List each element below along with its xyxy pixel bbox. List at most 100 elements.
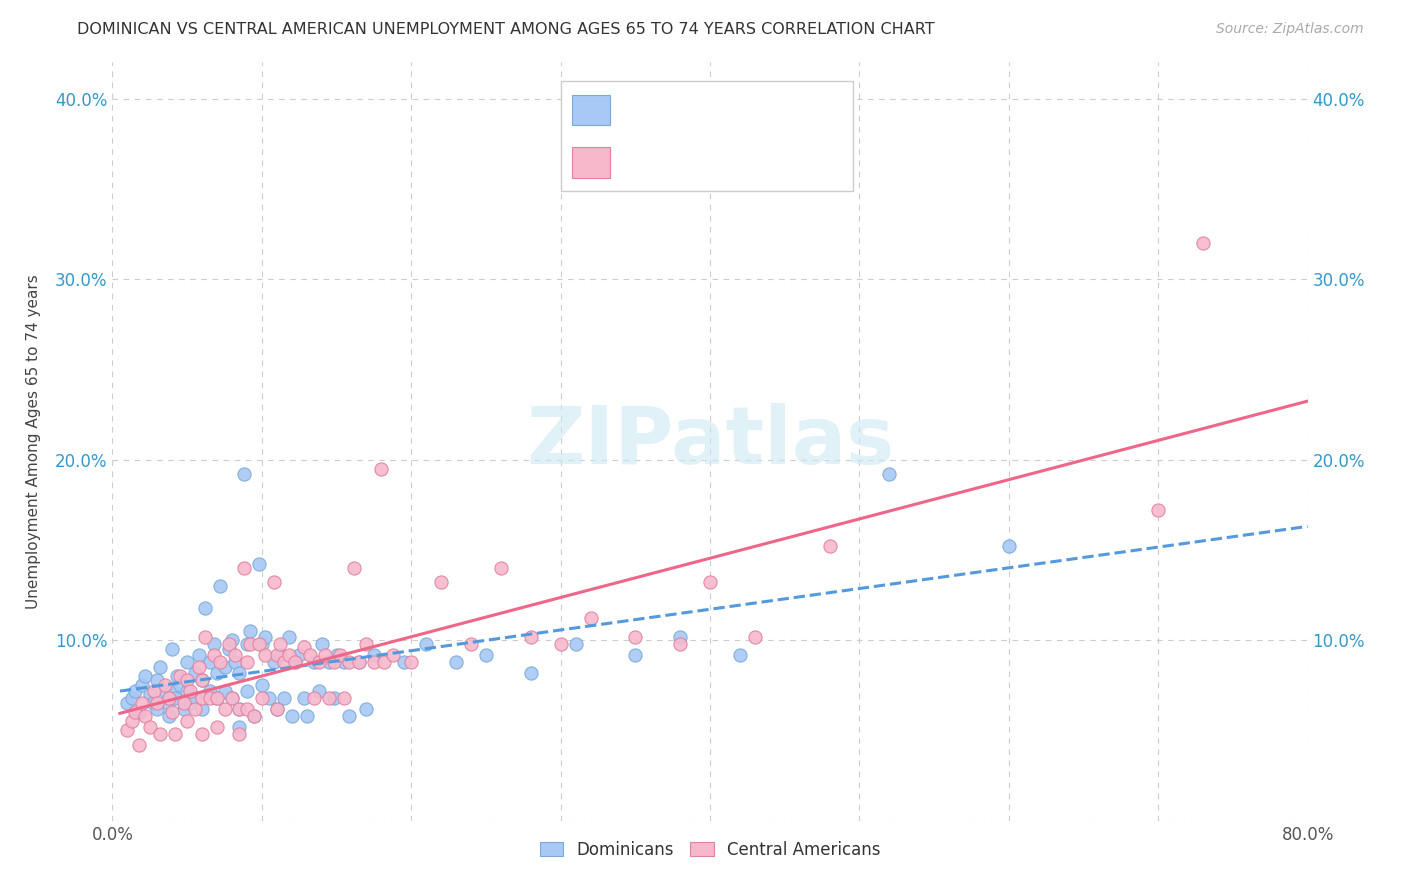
Point [325, 648, 347, 662]
Point [284, 655, 307, 669]
Legend: Dominicans, Central Americans: Dominicans, Central Americans [533, 834, 887, 865]
Point [202, 637, 225, 651]
Point [162, 706, 183, 720]
Point [382, 648, 405, 662]
Text: ZIPatlas: ZIPatlas [526, 402, 894, 481]
Point [818, 539, 841, 553]
Point [337, 655, 360, 669]
Point [243, 709, 266, 723]
Point [202, 648, 225, 662]
Point [166, 669, 188, 683]
Point [128, 738, 150, 752]
Point [176, 673, 198, 687]
Point [117, 723, 139, 738]
Point [273, 690, 295, 705]
Point [363, 648, 385, 662]
Point [191, 673, 214, 687]
Point [1147, 503, 1170, 517]
Point [176, 714, 198, 729]
Point [356, 637, 378, 651]
Point [236, 683, 259, 698]
Point [337, 709, 360, 723]
Point [308, 655, 330, 669]
Point [198, 690, 221, 705]
Point [363, 655, 385, 669]
Point [153, 683, 176, 698]
Point [169, 678, 191, 692]
Point [191, 673, 214, 687]
Point [194, 600, 217, 615]
Point [318, 690, 340, 705]
Point [191, 727, 214, 741]
Point [224, 655, 246, 669]
Point [233, 561, 256, 575]
Point [520, 665, 543, 680]
Point [198, 655, 221, 669]
Point [266, 648, 288, 662]
Point [228, 665, 250, 680]
Text: Source: ZipAtlas.com: Source: ZipAtlas.com [1216, 22, 1364, 37]
Point [292, 690, 315, 705]
Point [157, 690, 180, 705]
Point [173, 702, 195, 716]
Point [221, 633, 243, 648]
Point [183, 702, 205, 716]
Point [669, 637, 692, 651]
Point [121, 690, 143, 705]
Point [149, 727, 172, 741]
Point [214, 660, 236, 674]
Point [214, 683, 236, 698]
Point [236, 637, 259, 651]
Point [228, 727, 250, 741]
Point [179, 683, 201, 698]
Point [624, 630, 647, 644]
Point [550, 637, 572, 651]
Point [318, 655, 340, 669]
Point [259, 690, 281, 705]
Point [373, 655, 395, 669]
Point [343, 561, 366, 575]
Point [302, 655, 325, 669]
Point [247, 637, 270, 651]
Point [284, 655, 307, 669]
Point [239, 637, 262, 651]
Point [239, 624, 262, 639]
Point [269, 648, 291, 662]
Point [728, 648, 751, 662]
Point [176, 683, 198, 698]
Point [295, 709, 318, 723]
Point [228, 720, 250, 734]
Point [214, 702, 236, 716]
Point [191, 690, 214, 705]
Point [292, 640, 315, 655]
Point [142, 696, 165, 710]
Point [879, 467, 901, 481]
Point [669, 630, 692, 644]
Point [236, 655, 259, 669]
Point [236, 702, 259, 716]
Point [392, 655, 415, 669]
Point [198, 683, 221, 698]
Point [131, 678, 153, 692]
Point [176, 655, 198, 669]
Point [356, 702, 378, 716]
Point [149, 660, 172, 674]
Point [146, 673, 169, 687]
Point [273, 655, 295, 669]
Point [269, 637, 291, 651]
Point [165, 727, 187, 741]
Point [205, 690, 228, 705]
Point [277, 648, 299, 662]
Point [117, 696, 139, 710]
Point [205, 690, 228, 705]
Point [460, 637, 482, 651]
Point [169, 669, 191, 683]
Point [311, 637, 333, 651]
Point [165, 690, 187, 705]
Point [347, 655, 370, 669]
Point [205, 720, 228, 734]
Point [322, 655, 344, 669]
Point [489, 561, 512, 575]
Point [157, 709, 180, 723]
Point [179, 696, 201, 710]
